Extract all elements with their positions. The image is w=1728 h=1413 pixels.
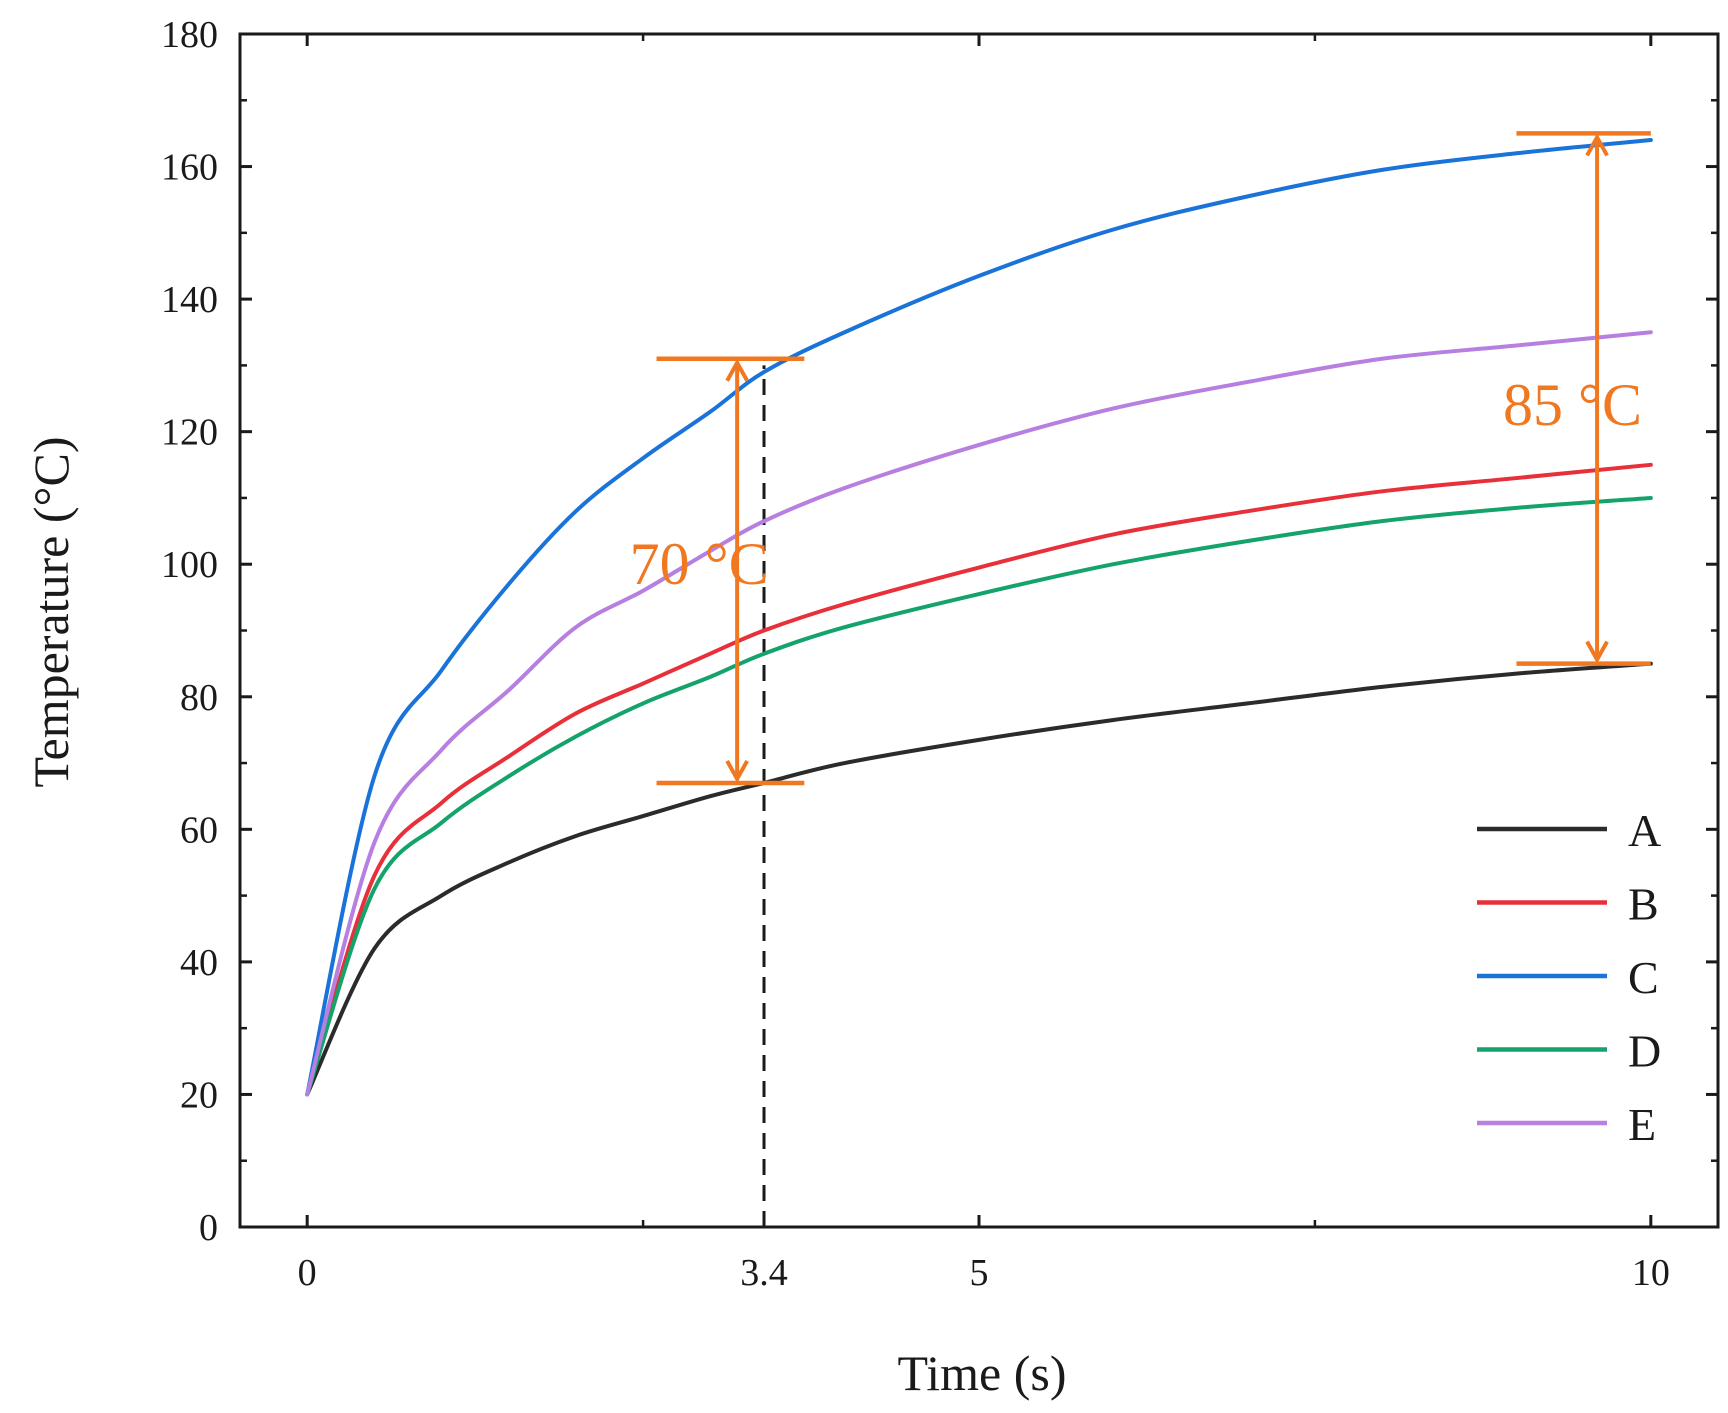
y-axis-title: Temperature (°C) xyxy=(23,436,79,787)
legend-label-b: B xyxy=(1628,879,1659,930)
series-line-b xyxy=(305,462,1653,1097)
y-tick-label: 120 xyxy=(161,412,218,454)
annotation-label: 70 °C xyxy=(630,531,769,597)
annotation-arrowhead-up xyxy=(1585,133,1609,157)
x-axis-title: Time (s) xyxy=(897,1345,1066,1401)
x-tick-label: 10 xyxy=(1632,1252,1670,1294)
legend-label-e: E xyxy=(1628,1099,1656,1150)
annotation-arrowhead-down xyxy=(725,759,749,784)
plot-frame-group xyxy=(238,32,1720,1229)
annotations-group: 70 °C 85 °C xyxy=(630,131,1651,786)
legend-label-c: C xyxy=(1628,952,1659,1003)
series-lines-group xyxy=(305,138,1653,1097)
y-tick-label: 60 xyxy=(180,809,218,851)
series-line-d xyxy=(305,495,1653,1097)
y-tick-label: 80 xyxy=(180,677,218,719)
legend-label-a: A xyxy=(1628,805,1661,856)
legend-label-d: D xyxy=(1628,1026,1661,1077)
annotation-arrowhead-up xyxy=(725,358,749,382)
series-line-c xyxy=(305,138,1653,1097)
y-tick-label: 40 xyxy=(180,942,218,984)
x-tick-label: 5 xyxy=(970,1252,989,1294)
annotation-arrowhead-down xyxy=(1585,640,1609,664)
series-line-e xyxy=(305,330,1653,1097)
y-tick-label: 160 xyxy=(161,147,218,189)
y-tick-label: 100 xyxy=(161,544,218,586)
series-line-a xyxy=(305,661,1653,1097)
y-tick-label: 180 xyxy=(161,14,218,56)
x-tick-label: 3.4 xyxy=(740,1252,788,1294)
x-tick-label: 0 xyxy=(298,1252,317,1294)
tick-labels-group: 0 20 40 60 80 100 120 140 160 180 0 3.4 5 10 xyxy=(161,14,1670,1294)
y-tick-label: 20 xyxy=(180,1074,218,1116)
y-tick-label: 140 xyxy=(161,279,218,321)
annotation-label: 85 °C xyxy=(1503,372,1642,438)
y-tick-label: 0 xyxy=(199,1207,218,1249)
